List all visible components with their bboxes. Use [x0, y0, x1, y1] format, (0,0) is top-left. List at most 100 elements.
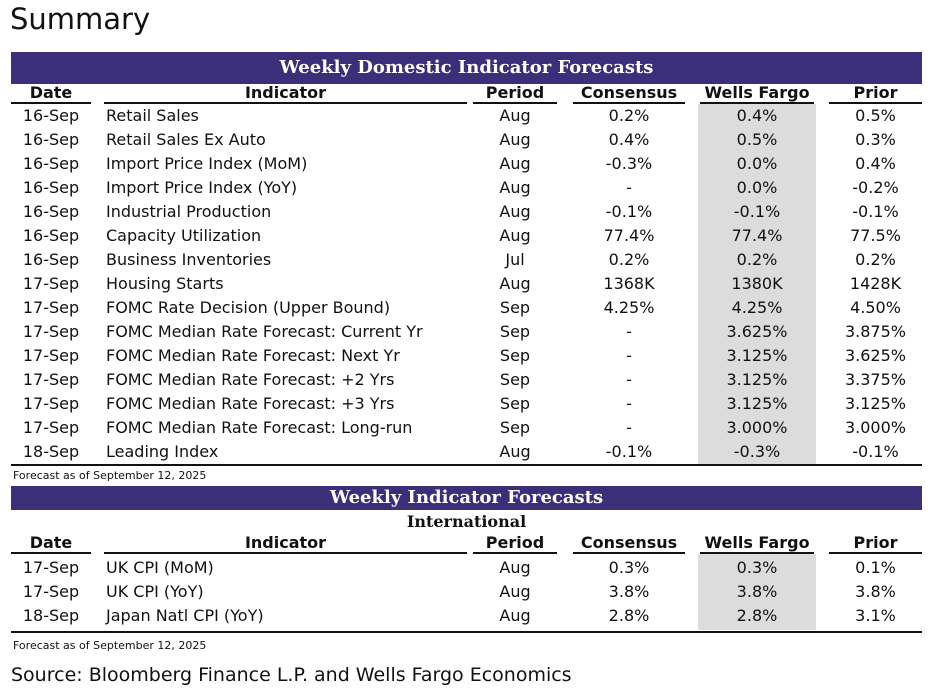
- cell-date: 17-Sep: [22, 298, 80, 317]
- cell-period: Sep: [499, 346, 531, 365]
- cell-prior: 3.000%: [844, 418, 906, 437]
- col-header-period: Period: [473, 84, 557, 104]
- cell-date: 17-Sep: [22, 394, 80, 413]
- cell-indicator: UK CPI (MoM): [106, 558, 214, 577]
- cell-period: Sep: [499, 418, 531, 437]
- cell-consensus: 2.8%: [608, 606, 650, 625]
- cell-consensus: -0.1%: [605, 202, 653, 221]
- cell-consensus: -0.1%: [605, 442, 653, 461]
- cell-indicator: FOMC Median Rate Forecast: +3 Yrs: [106, 394, 395, 413]
- cell-date: 16-Sep: [22, 130, 80, 149]
- table-row: 17-Sep FOMC Median Rate Forecast: +3 Yrs S…: [11, 392, 922, 416]
- cell-indicator: Import Price Index (MoM): [106, 154, 308, 173]
- table-row: 17-Sep Housing Starts Aug 1368K 1380K 1428K: [11, 272, 922, 296]
- col-header-indicator: Indicator: [104, 534, 467, 554]
- cell-indicator: FOMC Median Rate Forecast: +2 Yrs: [106, 370, 395, 389]
- cell-consensus: 3.8%: [608, 582, 650, 601]
- col-header-prior: Prior: [829, 84, 922, 104]
- cell-indicator: Import Price Index (YoY): [106, 178, 298, 197]
- cell-prior: 0.3%: [855, 130, 896, 149]
- cell-wells-fargo: 3.8%: [736, 582, 778, 601]
- cell-prior: 0.4%: [855, 154, 896, 173]
- cell-period: Aug: [499, 154, 531, 173]
- international-table: Date Indicator Period Consensus Wells Fa…: [11, 534, 922, 630]
- cell-wells-fargo: 0.5%: [736, 130, 778, 149]
- cell-wells-fargo: 3.125%: [726, 370, 788, 389]
- col-header-consensus: Consensus: [573, 534, 685, 554]
- cell-consensus: -: [626, 178, 632, 197]
- international-bottom-rule: [11, 631, 922, 633]
- cell-indicator: Retail Sales Ex Auto: [106, 130, 266, 149]
- cell-prior: 3.875%: [844, 322, 906, 341]
- cell-date: 18-Sep: [22, 442, 80, 461]
- cell-prior: 3.125%: [844, 394, 906, 413]
- cell-prior: 0.5%: [855, 106, 896, 125]
- cell-wells-fargo: 3.125%: [726, 394, 788, 413]
- cell-prior: 77.5%: [850, 226, 901, 245]
- cell-consensus: 0.2%: [608, 106, 650, 125]
- cell-period: Sep: [499, 370, 531, 389]
- table-row: 16-Sep Import Price Index (YoY) Aug - 0.0% -0…: [11, 176, 922, 200]
- cell-date: 17-Sep: [22, 370, 80, 389]
- cell-period: Aug: [499, 606, 531, 625]
- cell-period: Sep: [499, 322, 531, 341]
- table-row: 17-Sep FOMC Median Rate Forecast: Long-ru…: [11, 416, 922, 440]
- wells-fargo-column-shade: [698, 104, 816, 464]
- table-row: 16-Sep Capacity Utilization Aug 77.4% 77.4% 7…: [11, 224, 922, 248]
- cell-date: 17-Sep: [22, 322, 80, 341]
- cell-period: Aug: [499, 202, 531, 221]
- cell-date: 17-Sep: [22, 418, 80, 437]
- cell-prior: 3.8%: [855, 582, 896, 601]
- international-subtitle: International: [406, 512, 527, 531]
- cell-period: Aug: [499, 274, 531, 293]
- cell-wells-fargo: -0.3%: [733, 442, 781, 461]
- cell-indicator: Business Inventories: [106, 250, 272, 269]
- cell-consensus: -: [626, 418, 632, 437]
- cell-period: Sep: [499, 298, 531, 317]
- cell-indicator: UK CPI (YoY): [106, 582, 204, 601]
- col-header-indicator: Indicator: [104, 84, 467, 104]
- cell-consensus: -: [626, 370, 632, 389]
- cell-date: 17-Sep: [22, 558, 80, 577]
- domestic-table: Date Indicator Period Consensus Wells Fa…: [11, 84, 922, 464]
- cell-prior: 0.1%: [855, 558, 896, 577]
- cell-consensus: 0.4%: [608, 130, 650, 149]
- cell-date: 17-Sep: [22, 274, 80, 293]
- domestic-footnote: Forecast as of September 12, 2025: [13, 469, 207, 482]
- cell-prior: 4.50%: [850, 298, 901, 317]
- cell-period: Aug: [499, 582, 531, 601]
- cell-consensus: 77.4%: [603, 226, 655, 245]
- cell-consensus: 1368K: [603, 274, 655, 293]
- cell-wells-fargo: 3.625%: [726, 322, 788, 341]
- cell-consensus: -: [626, 394, 632, 413]
- table-row: 17-Sep FOMC Median Rate Forecast: Next Yr…: [11, 344, 922, 368]
- cell-indicator: Retail Sales: [106, 106, 199, 125]
- cell-wells-fargo: 0.4%: [736, 106, 778, 125]
- cell-prior: 3.375%: [844, 370, 906, 389]
- table-row: 16-Sep Industrial Production Aug -0.1% -0.1%…: [11, 200, 922, 224]
- table-row: 17-Sep UK CPI (YoY) Aug 3.8% 3.8% 3.8%: [11, 580, 922, 604]
- col-header-wells-fargo: Wells Fargo: [700, 84, 814, 104]
- col-header-period: Period: [473, 534, 557, 554]
- cell-period: Aug: [499, 442, 531, 461]
- cell-indicator: FOMC Median Rate Forecast: Next Yr: [106, 346, 400, 365]
- wells-fargo-column-shade: [698, 554, 816, 630]
- domestic-bottom-rule: [11, 464, 922, 466]
- cell-indicator: Leading Index: [106, 442, 219, 461]
- cell-consensus: 4.25%: [603, 298, 655, 317]
- table-row: 17-Sep UK CPI (MoM) Aug 0.3% 0.3% 0.1%: [11, 556, 922, 580]
- cell-date: 16-Sep: [22, 202, 80, 221]
- cell-indicator: FOMC Rate Decision (Upper Bound): [106, 298, 391, 317]
- cell-consensus: 0.2%: [608, 250, 650, 269]
- cell-wells-fargo: 77.4%: [731, 226, 783, 245]
- col-header-prior: Prior: [829, 534, 922, 554]
- international-footnote: Forecast as of September 12, 2025: [13, 639, 207, 652]
- cell-wells-fargo: 2.8%: [736, 606, 778, 625]
- cell-prior: 3.625%: [844, 346, 906, 365]
- cell-date: 17-Sep: [22, 346, 80, 365]
- table-row: 17-Sep FOMC Median Rate Forecast: +2 Yrs S…: [11, 368, 922, 392]
- cell-prior: 1428K: [849, 274, 902, 293]
- cell-date: 16-Sep: [22, 106, 80, 125]
- cell-date: 16-Sep: [22, 250, 80, 269]
- cell-consensus: 0.3%: [608, 558, 650, 577]
